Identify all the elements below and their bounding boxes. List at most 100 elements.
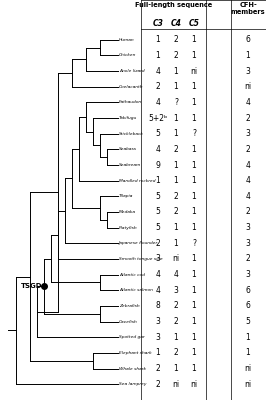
Text: 4: 4 — [156, 286, 160, 295]
Text: 1: 1 — [156, 51, 160, 60]
Text: 1: 1 — [156, 176, 160, 185]
Text: 1: 1 — [192, 192, 196, 201]
Text: Human: Human — [119, 38, 135, 42]
Text: Atlantic salmon: Atlantic salmon — [119, 288, 153, 292]
Text: 2: 2 — [246, 145, 250, 154]
Text: ni: ni — [172, 254, 180, 264]
Text: 1: 1 — [174, 114, 178, 122]
Text: 3: 3 — [173, 286, 178, 295]
Text: 1: 1 — [174, 82, 178, 91]
Text: ?: ? — [192, 129, 196, 138]
Text: 5: 5 — [156, 129, 160, 138]
Text: 1: 1 — [174, 364, 178, 373]
Text: ?: ? — [192, 239, 196, 248]
Text: 1: 1 — [192, 364, 196, 373]
Text: 1: 1 — [192, 35, 196, 44]
Text: 1: 1 — [192, 176, 196, 185]
Text: 1: 1 — [192, 114, 196, 122]
Text: Zebrafish: Zebrafish — [119, 304, 140, 308]
Text: ni: ni — [172, 380, 180, 389]
Text: ni: ni — [190, 380, 198, 389]
Text: C5: C5 — [189, 19, 200, 28]
Text: 1: 1 — [192, 302, 196, 310]
Text: Whale shark: Whale shark — [119, 366, 146, 370]
Text: Anole lizard: Anole lizard — [119, 69, 145, 73]
Text: 1: 1 — [156, 348, 160, 357]
Text: 3: 3 — [246, 67, 250, 76]
Text: TSGD: TSGD — [20, 283, 42, 289]
Text: 1: 1 — [156, 35, 160, 44]
Text: Mandled rockred: Mandled rockred — [119, 179, 156, 183]
Text: 6: 6 — [246, 35, 250, 44]
Text: 1: 1 — [192, 51, 196, 60]
Text: ni: ni — [244, 380, 252, 389]
Text: 3: 3 — [246, 223, 250, 232]
Text: Smooth tongue sole: Smooth tongue sole — [119, 257, 163, 261]
Text: Cavefish: Cavefish — [119, 320, 138, 324]
Text: 1: 1 — [192, 82, 196, 91]
Text: 2: 2 — [156, 82, 160, 91]
Text: 3: 3 — [246, 239, 250, 248]
Text: 2: 2 — [174, 317, 178, 326]
Text: 6: 6 — [246, 286, 250, 295]
Text: 1: 1 — [174, 176, 178, 185]
Text: 3: 3 — [156, 333, 160, 342]
Text: Chicken: Chicken — [119, 54, 136, 58]
Text: 2: 2 — [246, 208, 250, 216]
Text: ?: ? — [174, 98, 178, 107]
Text: ni: ni — [244, 364, 252, 373]
Text: 8: 8 — [156, 302, 160, 310]
Text: 2: 2 — [174, 208, 178, 216]
Text: Seabream: Seabream — [119, 163, 141, 167]
Text: Full-length sequence: Full-length sequence — [135, 2, 212, 8]
Text: C3: C3 — [153, 19, 163, 28]
Text: 4: 4 — [156, 67, 160, 76]
Text: 1: 1 — [192, 254, 196, 264]
Text: Stickleback: Stickleback — [119, 132, 144, 136]
Text: Spotted gar: Spotted gar — [119, 335, 145, 339]
Text: 1: 1 — [192, 270, 196, 279]
Text: 2: 2 — [174, 348, 178, 357]
Text: 2: 2 — [156, 239, 160, 248]
Text: 2: 2 — [174, 51, 178, 60]
Text: 2: 2 — [156, 380, 160, 389]
Text: 4: 4 — [246, 160, 250, 170]
Text: 4: 4 — [173, 270, 178, 279]
Text: 1: 1 — [192, 348, 196, 357]
Text: ni: ni — [244, 82, 252, 91]
Text: Takifugu: Takifugu — [119, 116, 137, 120]
Text: Seabass: Seabass — [119, 147, 137, 151]
Text: 2: 2 — [174, 192, 178, 201]
Text: Sea lamprey: Sea lamprey — [119, 382, 147, 386]
Text: 2: 2 — [246, 114, 250, 122]
Text: 1: 1 — [174, 67, 178, 76]
Text: 4: 4 — [246, 176, 250, 185]
Text: 4: 4 — [156, 270, 160, 279]
Text: Coelacanth: Coelacanth — [119, 85, 143, 89]
Text: 1: 1 — [192, 317, 196, 326]
Text: Fathaudon: Fathaudon — [119, 100, 142, 104]
Text: 4: 4 — [246, 98, 250, 107]
Text: 2: 2 — [174, 35, 178, 44]
Text: 5: 5 — [246, 317, 250, 326]
Text: 1: 1 — [192, 333, 196, 342]
Text: 1: 1 — [192, 208, 196, 216]
Text: 2: 2 — [174, 145, 178, 154]
Text: 3: 3 — [156, 254, 160, 264]
Text: 2: 2 — [246, 254, 250, 264]
Text: Platyfish: Platyfish — [119, 226, 138, 230]
Text: 1: 1 — [174, 129, 178, 138]
Text: 5: 5 — [156, 223, 160, 232]
Text: 2: 2 — [156, 364, 160, 373]
Text: Tilapia: Tilapia — [119, 194, 133, 198]
Text: 4: 4 — [246, 192, 250, 201]
Text: 5: 5 — [156, 192, 160, 201]
Text: 1: 1 — [192, 98, 196, 107]
Text: 2: 2 — [174, 302, 178, 310]
Text: 3: 3 — [156, 317, 160, 326]
Text: Medaka: Medaka — [119, 210, 136, 214]
Text: 4: 4 — [156, 145, 160, 154]
Text: 1: 1 — [174, 223, 178, 232]
Text: 1: 1 — [174, 333, 178, 342]
Text: 1: 1 — [192, 145, 196, 154]
